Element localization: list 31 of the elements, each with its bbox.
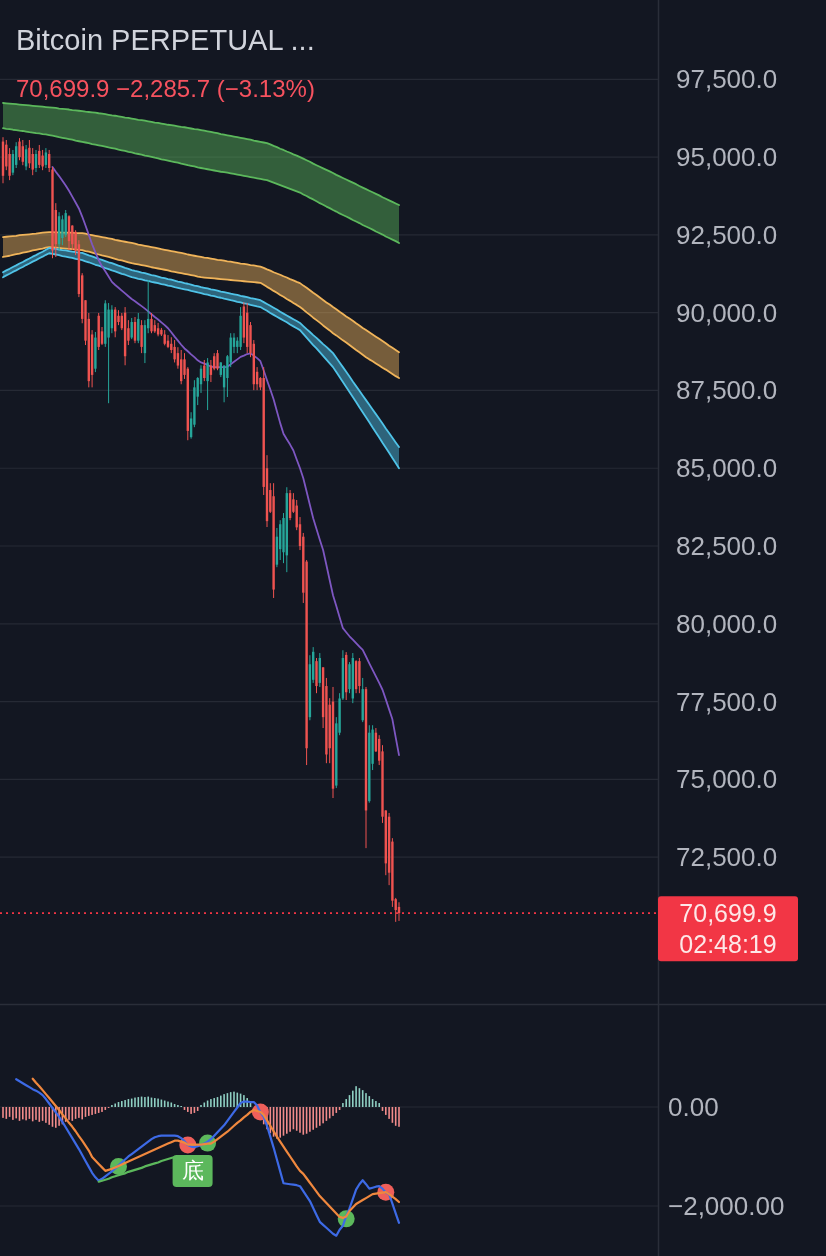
series-label: 底 <box>181 1158 204 1184</box>
candlestick <box>206 357 209 411</box>
line-series <box>2 102 400 206</box>
y-tick-label: −2,000.00 <box>668 1191 785 1221</box>
line-series <box>15 1078 401 1237</box>
y-tick-label: 85,000.0 <box>676 453 778 484</box>
candlestick <box>203 359 206 382</box>
y-tick-label: 87,500.0 <box>676 375 778 406</box>
y-tick-label: 95,000.0 <box>676 142 778 173</box>
y-tick-label: 0.00 <box>668 1091 719 1122</box>
y-tick-label: 97,500.0 <box>676 64 778 95</box>
candlestick <box>38 144 41 169</box>
y-tick-label: 90,000.0 <box>676 297 778 328</box>
candlestick <box>18 137 21 161</box>
line-series <box>2 127 400 244</box>
candlestick <box>41 149 44 171</box>
ref-line-label: 70,699.9 <box>679 899 777 928</box>
y-tick-label: 92,500.0 <box>676 219 778 250</box>
y-tick-label: 77,500.0 <box>676 686 778 717</box>
y-tick-label: 75,000.0 <box>676 764 778 795</box>
y-tick-label: 82,500.0 <box>676 531 778 562</box>
candlestick <box>137 312 140 344</box>
candlestick <box>216 349 219 371</box>
y-tick-label: 72,500.0 <box>676 842 778 873</box>
candlestick <box>150 312 153 334</box>
text: 70,699.9 −2,285.7 (−3.13%) <box>16 74 315 102</box>
candlestick <box>140 319 143 354</box>
y-tick-label: 80,000.0 <box>676 608 778 639</box>
text: 02:48:19 <box>679 930 777 959</box>
candlestick <box>61 214 64 246</box>
text: Bitcoin PERPETUAL ... <box>16 24 315 56</box>
